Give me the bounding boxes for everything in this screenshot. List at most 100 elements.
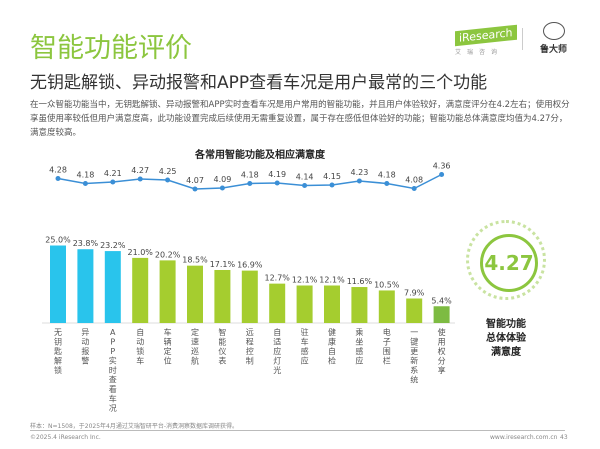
face-icon [542, 22, 565, 40]
sample-note: 样本：N=1508，于2025年4月通过艾瑞智研平台-消费洞察数据库调研获得。 [30, 423, 239, 430]
bar [378, 290, 395, 323]
category-label: 统 [410, 375, 418, 385]
category-label: 栏 [383, 356, 391, 366]
category-label: 表 [218, 356, 226, 366]
category-label: 自 [136, 327, 144, 337]
bar-label: 23.2% [100, 241, 126, 250]
category-label: 健 [328, 327, 336, 337]
bar [351, 287, 368, 323]
bar [241, 270, 258, 323]
category-label: 车 [301, 337, 309, 347]
category-label: 查 [109, 375, 117, 385]
copyright: ©2025.4 iResearch Inc. [30, 434, 101, 441]
line-label: 4.36 [433, 162, 451, 171]
line-point [329, 182, 335, 188]
line-label: 4.08 [405, 176, 423, 185]
category-label: 解 [54, 356, 62, 366]
category-label: 康 [328, 337, 336, 347]
bar [159, 260, 176, 323]
category-label: 适 [273, 337, 281, 347]
line-point [55, 176, 61, 181]
bar [433, 306, 450, 323]
category-label: 应 [301, 356, 309, 366]
bar [104, 251, 121, 323]
bar [269, 283, 286, 323]
chart-title: 各常用智能功能及相应满意度 [195, 150, 325, 161]
category-label: 子 [383, 338, 391, 347]
category-label: 智 [218, 327, 226, 337]
category-label: 系 [410, 365, 418, 375]
category-label: 键 [410, 337, 418, 347]
category-label: 使 [438, 327, 446, 337]
bar [214, 269, 231, 323]
description: 在一众智能功能当中，无钥匙解锁、异动报警和APP实时查看车况是用户常用的智能功能… [30, 100, 570, 138]
page-subtitle: 无钥匙解锁、异动报警和APP查看车况是用户最常的三个功能 [30, 73, 488, 93]
category-label: 定 [191, 327, 199, 337]
category-label: 远 [246, 328, 254, 337]
line-label: 4.28 [49, 166, 67, 175]
category-label: 乘 [355, 327, 363, 337]
bar-label: 18.5% [182, 256, 208, 265]
line-point [192, 186, 198, 192]
category-label: 报 [81, 346, 89, 356]
bar [324, 285, 340, 323]
category-label: 车 [164, 327, 172, 337]
bar-label: 25.0% [45, 236, 71, 245]
category-label: 坐 [355, 338, 363, 347]
bar-label: 21.0% [127, 248, 153, 257]
category-label: 时 [109, 365, 117, 375]
line-point [411, 186, 417, 191]
bar [187, 265, 203, 323]
category-label: 新 [410, 356, 418, 366]
line-label: 4.09 [213, 175, 231, 184]
category-label: 享 [438, 365, 446, 375]
summary-label: 智能功能 总体体验 满意度 [486, 319, 526, 358]
category-label: 辆 [164, 337, 172, 347]
category-label: 动 [81, 337, 89, 347]
line-point [356, 178, 362, 184]
bar [406, 298, 423, 323]
category-label: 看 [109, 385, 117, 394]
category-label: 能 [218, 337, 226, 347]
line-point [219, 185, 225, 191]
category-label: 应 [355, 356, 363, 366]
line-point [137, 176, 143, 182]
bar-label: 12.7% [264, 274, 290, 283]
line-point [302, 183, 308, 188]
line-label: 4.18 [76, 171, 94, 180]
category-label: 仪 [218, 347, 226, 356]
line-point [274, 180, 280, 186]
line-point [247, 181, 253, 186]
bar [77, 249, 94, 323]
category-label: 感 [355, 346, 363, 356]
bar-label: 16.9% [237, 261, 263, 270]
bar-label: 23.8% [73, 239, 99, 248]
line-label: 4.23 [350, 168, 368, 177]
category-label: 分 [438, 357, 446, 366]
category-label: 况 [109, 404, 117, 413]
line-label: 4.25 [159, 167, 177, 176]
bar [132, 257, 149, 323]
category-label: 权 [438, 346, 446, 356]
category-label: 自 [273, 327, 281, 337]
category-label: P [110, 347, 115, 356]
bar-label: 7.9% [404, 289, 425, 298]
category-label: 异 [81, 328, 89, 337]
line-point [439, 172, 445, 177]
partner-logo: 鲁大师 [540, 22, 567, 55]
line-point [82, 181, 88, 186]
category-label: A [110, 328, 116, 337]
category-label: 锁 [54, 365, 62, 375]
footer-url[interactable]: www.iresearch.com.cn [490, 434, 558, 441]
bar-label: 12.1% [319, 275, 345, 284]
category-label: 锁 [136, 346, 144, 356]
category-label: 速 [191, 338, 199, 347]
line-point [110, 179, 116, 185]
category-label: 应 [273, 346, 281, 356]
iresearch-logo: iResearch 艾瑞咨询 [455, 24, 517, 56]
category-label: 驻 [301, 327, 309, 337]
category-label: 围 [383, 347, 391, 356]
category-label: 定 [164, 346, 172, 356]
